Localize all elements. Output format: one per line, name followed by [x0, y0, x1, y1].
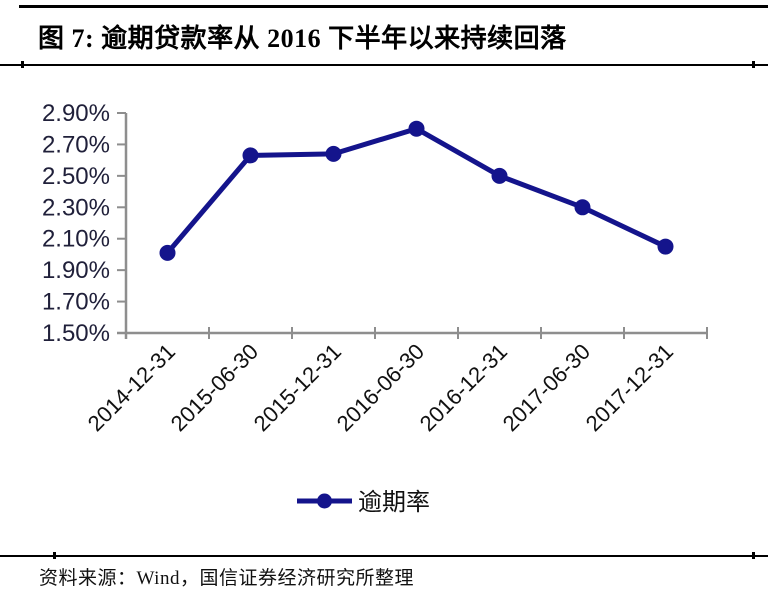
rule-tick [752, 552, 755, 559]
x-tick-label: 2017-06-30 [498, 339, 595, 436]
y-tick-label: 1.50% [42, 320, 110, 347]
x-tick-label: 2016-12-31 [415, 339, 512, 436]
y-tick-label: 2.90% [42, 100, 110, 127]
top-border-rule [19, 5, 768, 8]
series-line [165, 126, 667, 255]
figure-title: 图 7: 逾期贷款率从 2016 下半年以来持续回落 [38, 24, 567, 53]
y-tick-label: 2.70% [42, 131, 110, 158]
data-point [657, 238, 674, 255]
y-tick-label: 2.10% [42, 226, 110, 253]
x-tick-label: 2015-06-30 [166, 339, 263, 436]
x-tick-label: 2014-12-31 [83, 339, 180, 436]
overdue-rate-line-chart: 1.50% 1.70% 1.90% 2.10% 2.30% 2.50% 2.70% 2.90%… [42, 100, 708, 516]
x-tick-label: 2015-12-31 [249, 339, 346, 436]
data-point [574, 199, 591, 216]
title-underline-rule [0, 64, 768, 66]
y-tick-label: 2.30% [42, 194, 110, 221]
x-tick-label: 2016-06-30 [332, 339, 429, 436]
data-point [325, 145, 342, 162]
y-tick-label: 1.70% [42, 289, 110, 316]
data-point [242, 147, 259, 164]
footer-rule [0, 555, 768, 557]
data-point [491, 167, 508, 184]
data-point [408, 120, 425, 137]
legend-marker-dot [317, 493, 332, 509]
data-point [159, 244, 176, 261]
y-tick-label: 1.90% [42, 257, 110, 284]
rule-tick [21, 61, 24, 68]
y-tick-label: 2.50% [42, 163, 110, 190]
rule-tick [53, 552, 56, 559]
rule-tick [752, 61, 755, 68]
x-tick-label: 2017-12-31 [581, 339, 678, 436]
legend-label: 逾期率 [358, 489, 430, 516]
data-source-note: 资料来源：Wind，国信证券经济研究所整理 [39, 568, 414, 589]
